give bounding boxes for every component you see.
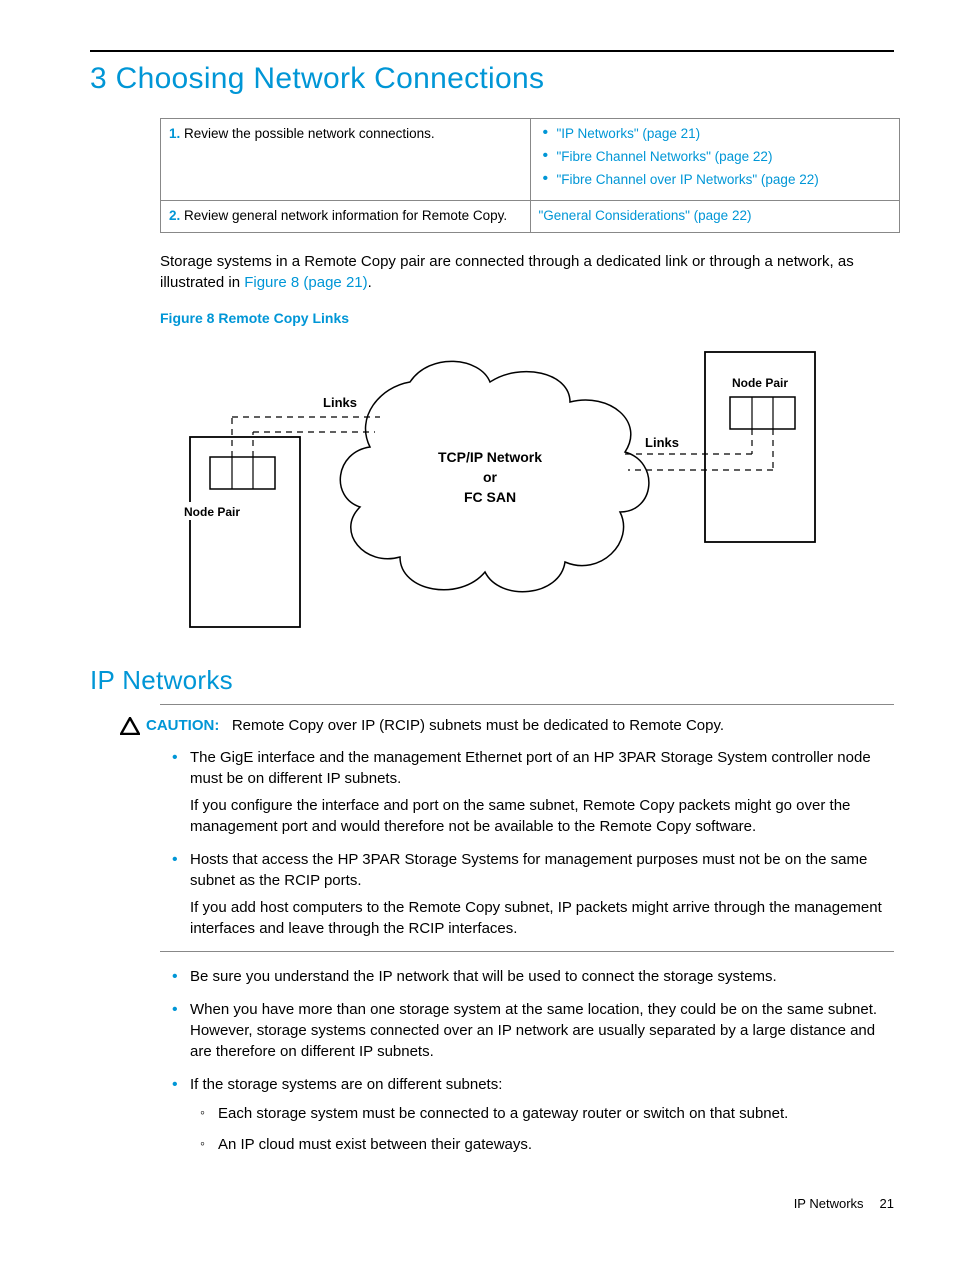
- caution-list: The GigE interface and the management Et…: [160, 747, 884, 939]
- table-row: 2. Review general network information fo…: [161, 200, 900, 232]
- section-rule: [160, 704, 894, 705]
- page-title: 3 Choosing Network Connections: [90, 58, 894, 100]
- left-node-label: Node Pair: [184, 505, 240, 519]
- list-item: Hosts that access the HP 3PAR Storage Sy…: [160, 849, 884, 939]
- cloud-text-3: FC SAN: [464, 489, 516, 505]
- section-heading: IP Networks: [90, 662, 894, 698]
- cloud-text-1: TCP/IP Network: [438, 449, 542, 465]
- page-footer: IP Networks 21: [90, 1195, 894, 1213]
- step-text: Review the possible network connections.: [184, 126, 435, 141]
- xref-link[interactable]: "IP Networks" (page 21): [557, 126, 701, 141]
- cloud-text-2: or: [483, 469, 498, 485]
- list-item: Be sure you understand the IP network th…: [160, 966, 884, 987]
- step-number: 2.: [169, 208, 180, 223]
- sub-list-item: An IP cloud must exist between their gat…: [190, 1134, 884, 1155]
- caution-block: CAUTION: Remote Copy over IP (RCIP) subn…: [120, 715, 894, 741]
- footer-section: IP Networks: [794, 1195, 864, 1213]
- links-label-left: Links: [323, 395, 357, 410]
- step-text: Review general network information for R…: [184, 208, 507, 223]
- table-row: 1. Review the possible network connectio…: [161, 119, 900, 201]
- intro-para: Storage systems in a Remote Copy pair ar…: [160, 251, 884, 293]
- body-list: Be sure you understand the IP network th…: [160, 966, 884, 1155]
- top-rule: [90, 50, 894, 52]
- link-list: "IP Networks" (page 21) "Fibre Channel N…: [539, 125, 892, 190]
- xref-link[interactable]: "General Considerations" (page 22): [539, 208, 752, 223]
- xref-link[interactable]: "Fibre Channel over IP Networks" (page 2…: [557, 172, 819, 187]
- list-item: The GigE interface and the management Et…: [160, 747, 884, 837]
- caution-end-rule: [160, 951, 894, 952]
- right-node-label: Node Pair: [732, 376, 788, 390]
- list-item: If the storage systems are on different …: [160, 1074, 884, 1155]
- list-item: When you have more than one storage syst…: [160, 999, 884, 1062]
- figure-8: TCP/IP Network or FC SAN Node Pair Links…: [180, 342, 894, 638]
- caution-label: CAUTION:: [146, 717, 219, 734]
- footer-page-number: 21: [880, 1195, 894, 1213]
- xref-link[interactable]: "Fibre Channel Networks" (page 22): [557, 149, 773, 164]
- links-label-right: Links: [645, 435, 679, 450]
- figure-xref[interactable]: Figure 8 (page 21): [244, 274, 367, 291]
- sub-list: Each storage system must be connected to…: [190, 1103, 884, 1155]
- reference-table: 1. Review the possible network connectio…: [160, 118, 900, 233]
- figure-title: Figure 8 Remote Copy Links: [160, 309, 894, 329]
- caution-text: Remote Copy over IP (RCIP) subnets must …: [232, 717, 724, 734]
- caution-icon: [120, 715, 146, 741]
- step-number: 1.: [169, 126, 180, 141]
- sub-list-item: Each storage system must be connected to…: [190, 1103, 884, 1124]
